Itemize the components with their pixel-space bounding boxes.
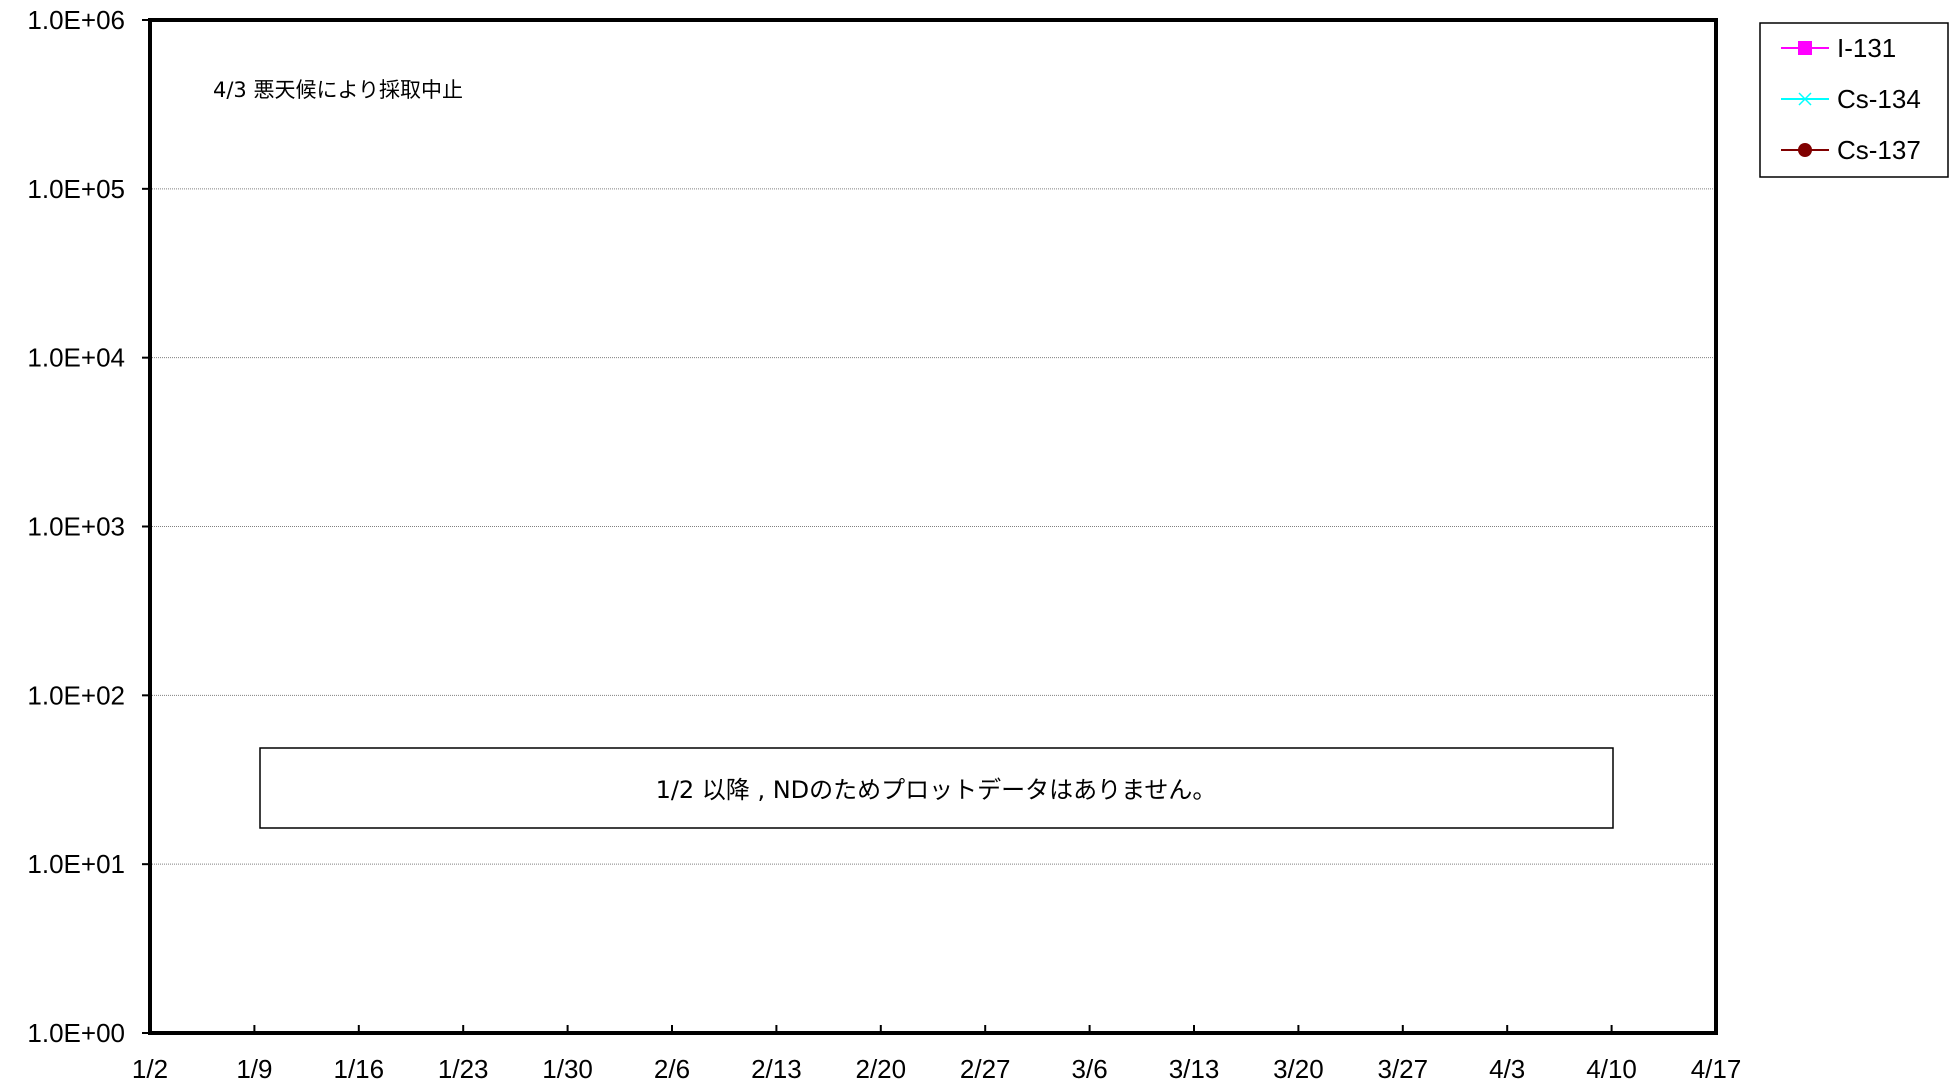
x-tick-label: 1/16: [333, 1054, 384, 1084]
nd-note-frame: [259, 747, 1614, 829]
legend-item: Cs-134: [1781, 84, 1921, 114]
x-tick-label: 3/6: [1072, 1054, 1108, 1084]
nd-note-text: 1/2 以降 , NDのためプロットデータはありません。: [656, 776, 1217, 804]
y-tick-label: 1.0E+06: [27, 5, 125, 35]
nd-note-box: 1/2 以降 , NDのためプロットデータはありません。: [259, 747, 1614, 829]
x-tick-label: 2/13: [751, 1054, 802, 1084]
x-tick-labels: 1/2 1/9 1/16 1/23 1/30 2/6 2/13 2/20 2/27 3/6 3/13…: [132, 1054, 1741, 1084]
legend-label: I-131: [1837, 33, 1896, 63]
y-tick-label: 1.0E+01: [27, 849, 125, 879]
x-tick-label: 1/30: [542, 1054, 593, 1084]
gridlines: [150, 188, 1716, 865]
x-tick-label: 4/17: [1691, 1054, 1742, 1084]
y-tick-label: 1.0E+04: [27, 343, 125, 373]
legend: I-131 Cs-134 Cs-137: [1759, 22, 1949, 178]
legend-x-marker: [1798, 92, 1812, 106]
y-tick-label: 1.0E+02: [27, 680, 125, 710]
legend-circle-marker: [1798, 143, 1812, 157]
x-tick-label: 2/27: [960, 1054, 1011, 1084]
x-tick-label: 4/3: [1489, 1054, 1525, 1084]
x-tick-label: 1/2: [132, 1054, 168, 1084]
x-tick-label: 2/6: [654, 1054, 690, 1084]
x-tick-label: 2/20: [855, 1054, 906, 1084]
y-tick-label: 1.0E+00: [27, 1018, 125, 1048]
y-tick-label: 1.0E+03: [27, 512, 125, 542]
x-tick-label: 3/27: [1377, 1054, 1428, 1084]
legend-square-marker: [1798, 41, 1812, 55]
legend-item: I-131: [1781, 33, 1896, 63]
x-tick-label: 4/10: [1586, 1054, 1637, 1084]
plot-area-border: [148, 18, 1718, 1035]
x-tick-label: 3/20: [1273, 1054, 1324, 1084]
y-tick-labels: 1.0E+00 1.0E+01 1.0E+02 1.0E+03 1.0E+04 1.0E+…: [27, 5, 125, 1048]
x-tick-label: 3/13: [1169, 1054, 1220, 1084]
x-tick-label: 1/23: [438, 1054, 489, 1084]
y-tick-label: 1.0E+05: [27, 174, 125, 204]
legend-label: Cs-137: [1837, 135, 1921, 165]
x-tick-label: 1/9: [236, 1054, 272, 1084]
legend-label: Cs-134: [1837, 84, 1921, 114]
legend-item: Cs-137: [1781, 135, 1921, 165]
weather-note-annotation: 4/3 悪天候により採取中止: [213, 78, 463, 102]
